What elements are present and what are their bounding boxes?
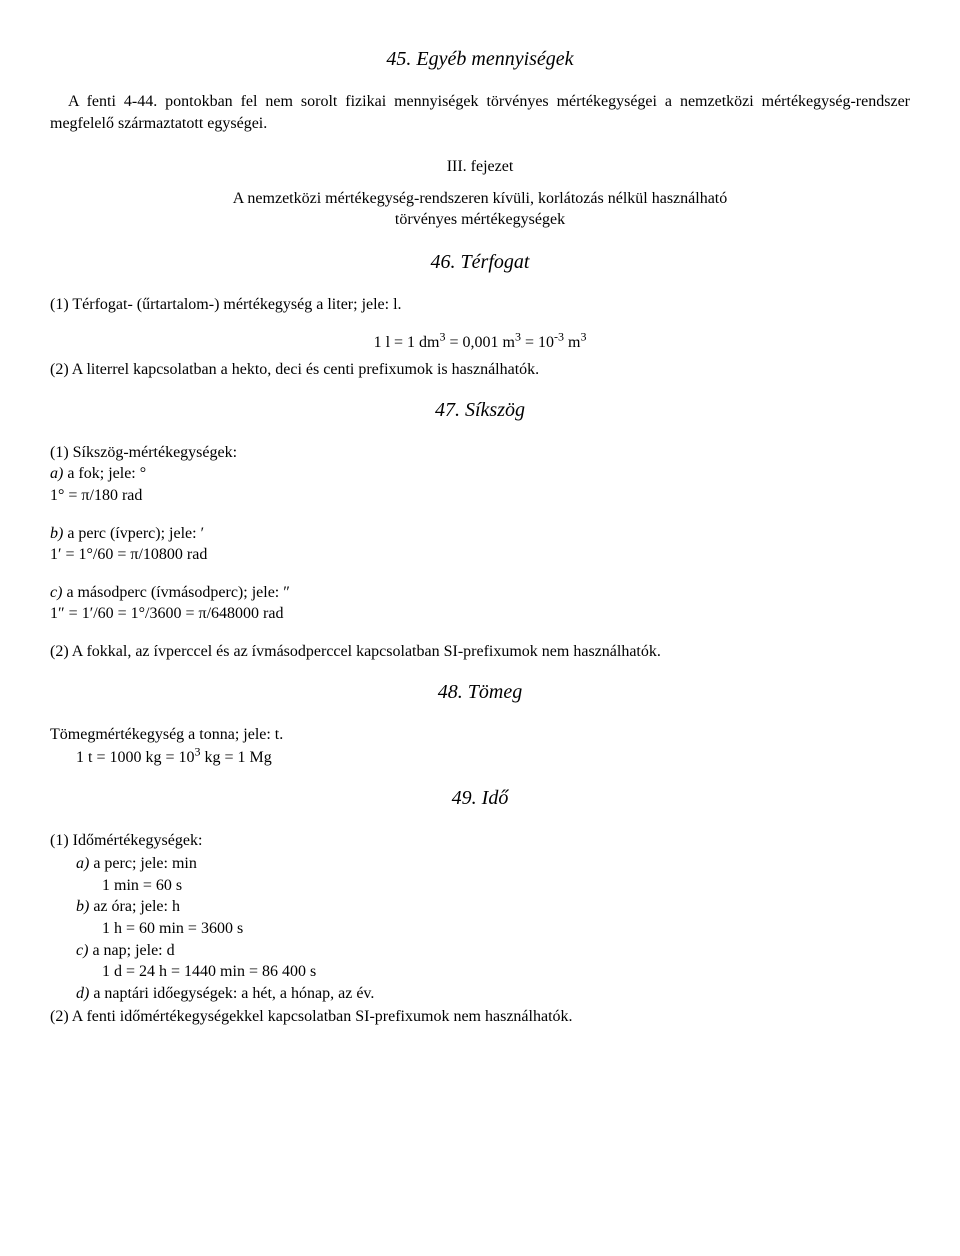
- eq-post: kg = 1 Mg: [201, 749, 272, 766]
- section-49-a: a) a perc; jele: min: [76, 853, 910, 875]
- eq-pre: 1 t = 1000 kg = 10: [76, 749, 195, 766]
- formula-text: = 0,001 m: [445, 334, 514, 351]
- section-49-p2: (2) A fenti időmértékegységekkel kapcsol…: [50, 1006, 910, 1028]
- text-a: a perc; jele: min: [89, 855, 197, 872]
- section-47-block-a: (1) Síkszög-mértékegységek: a) a fok; je…: [50, 442, 910, 507]
- section-49-d: d) a naptári időegységek: a hét, a hónap…: [76, 983, 910, 1005]
- sup-3c: 3: [580, 329, 586, 343]
- label-b: b): [50, 525, 63, 542]
- section-49-c-eq: 1 d = 24 h = 1440 min = 86 400 s: [102, 961, 910, 983]
- label-a: a): [76, 855, 89, 872]
- section-47-a: a) a fok; jele: °: [50, 463, 910, 485]
- text-c: a másodperc (ívmásodperc); jele: ″: [62, 584, 289, 601]
- text-b: az óra; jele: h: [89, 898, 180, 915]
- section-49-b-eq: 1 h = 60 min = 3600 s: [102, 918, 910, 940]
- chapter-3-subtitle: A nemzetközi mértékegység-rendszeren kív…: [50, 188, 910, 231]
- section-49-sublist: a) a perc; jele: min 1 min = 60 s b) az …: [76, 853, 910, 1004]
- section-45-title: 45. Egyéb mennyiségek: [50, 46, 910, 73]
- text-d: a naptári időegységek: a hét, a hónap, a…: [89, 985, 374, 1002]
- section-49-p1: (1) Időmértékegységek:: [50, 830, 910, 852]
- section-48-title: 48. Tömeg: [50, 679, 910, 706]
- section-47-p2: (2) A fokkal, az ívperccel és az ívmásod…: [50, 641, 910, 663]
- section-47-c-eq: 1″ = 1′/60 = 1°/3600 = π/648000 rad: [50, 603, 910, 625]
- section-49-a-eq: 1 min = 60 s: [102, 875, 910, 897]
- section-47-block-b: b) a perc (ívperc); jele: ′ 1′ = 1°/60 =…: [50, 523, 910, 566]
- label-d: d): [76, 985, 89, 1002]
- text-c: a nap; jele: d: [88, 942, 174, 959]
- section-47-b: b) a perc (ívperc); jele: ′: [50, 523, 910, 545]
- section-48-p1: Tömegmértékegység a tonna; jele: t.: [50, 724, 910, 746]
- label-a: a): [50, 465, 63, 482]
- section-47-a-eq: 1° = π/180 rad: [50, 485, 910, 507]
- section-47-block-c: c) a másodperc (ívmásodperc); jele: ″ 1″…: [50, 582, 910, 625]
- section-46-formula: 1 l = 1 dm3 = 0,001 m3 = 10-3 m3: [50, 332, 910, 354]
- section-46-title: 46. Térfogat: [50, 249, 910, 276]
- section-49-title: 49. Idő: [50, 785, 910, 812]
- formula-text: = 10: [521, 334, 554, 351]
- section-46-p2: (2) A literrel kapcsolatban a hekto, dec…: [50, 359, 910, 381]
- sup-neg3: -3: [554, 329, 564, 343]
- label-b: b): [76, 898, 89, 915]
- formula-text: m: [564, 334, 580, 351]
- section-45-paragraph: A fenti 4-44. pontokban fel nem sorolt f…: [50, 91, 910, 134]
- section-48-eq: 1 t = 1000 kg = 103 kg = 1 Mg: [76, 747, 910, 769]
- text-a: a fok; jele: °: [63, 465, 146, 482]
- section-47-p1: (1) Síkszög-mértékegységek:: [50, 442, 910, 464]
- chapter-3-label: III. fejezet: [50, 156, 910, 178]
- section-47-title: 47. Síkszög: [50, 397, 910, 424]
- chapter-3-subtitle-line2: törvényes mértékegységek: [395, 211, 565, 228]
- label-c: c): [76, 942, 88, 959]
- section-49-b: b) az óra; jele: h: [76, 896, 910, 918]
- section-49-c: c) a nap; jele: d: [76, 940, 910, 962]
- text-b: a perc (ívperc); jele: ′: [63, 525, 204, 542]
- section-47-c: c) a másodperc (ívmásodperc); jele: ″: [50, 582, 910, 604]
- section-46-p1: (1) Térfogat- (űrtartalom-) mértékegység…: [50, 294, 910, 316]
- chapter-3-subtitle-line1: A nemzetközi mértékegység-rendszeren kív…: [233, 190, 727, 207]
- formula-text: 1 l = 1 dm: [374, 334, 440, 351]
- label-c: c): [50, 584, 62, 601]
- section-47-b-eq: 1′ = 1°/60 = π/10800 rad: [50, 544, 910, 566]
